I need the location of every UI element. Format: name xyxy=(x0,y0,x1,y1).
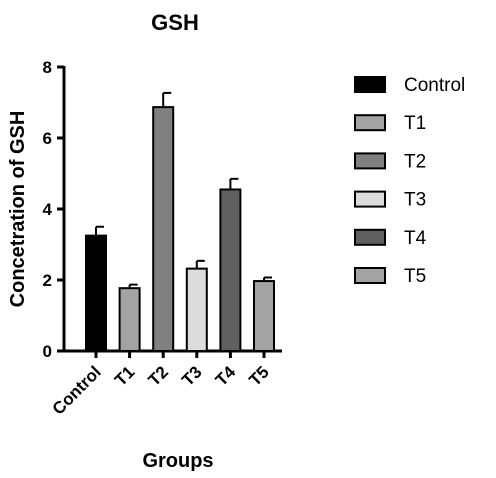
bar-control xyxy=(85,234,107,352)
legend-swatch-t4 xyxy=(354,228,386,246)
bar-t1 xyxy=(118,287,141,353)
chart-title: GSH xyxy=(151,10,199,35)
legend-swatch-t1 xyxy=(354,114,386,132)
x-tick-label: T2 xyxy=(145,362,172,389)
legend-label: T2 xyxy=(404,151,426,172)
x-tick-label: T4 xyxy=(212,362,240,390)
x-tick-label: T1 xyxy=(111,362,138,389)
x-tick-label: T3 xyxy=(178,362,205,389)
plot-area: 0 2 4 6 8 Control T1 T2 T3 T4 T5 xyxy=(43,58,282,419)
legend-label: T5 xyxy=(404,266,426,287)
y-tick-label: 0 xyxy=(43,342,52,361)
legend-label: T1 xyxy=(404,113,426,134)
bar-t5 xyxy=(253,280,275,352)
legend-swatch-t3 xyxy=(354,190,386,208)
legend-label: Control xyxy=(404,75,465,96)
y-tick-label: 6 xyxy=(43,129,52,148)
x-axis-label: Groups xyxy=(142,450,213,472)
legend-swatch-t5 xyxy=(354,267,386,284)
y-axis-label: Concetration of GSH xyxy=(7,111,29,308)
legend-label: T3 xyxy=(404,190,426,211)
legend-swatch-t2 xyxy=(354,152,386,170)
legend-swatch-control xyxy=(354,76,386,93)
x-tick-label: T5 xyxy=(245,362,272,389)
legend: Control T1 T2 T3 T4 T5 xyxy=(354,75,465,287)
y-tick-label: 8 xyxy=(43,58,52,77)
bar-t4 xyxy=(219,188,242,352)
x-tick-label: Control xyxy=(49,362,105,418)
y-tick-label: 2 xyxy=(43,271,52,290)
y-tick-label: 4 xyxy=(43,200,53,219)
bar-t2 xyxy=(152,106,175,352)
bar-t3 xyxy=(185,267,208,353)
legend-label: T4 xyxy=(404,228,427,249)
